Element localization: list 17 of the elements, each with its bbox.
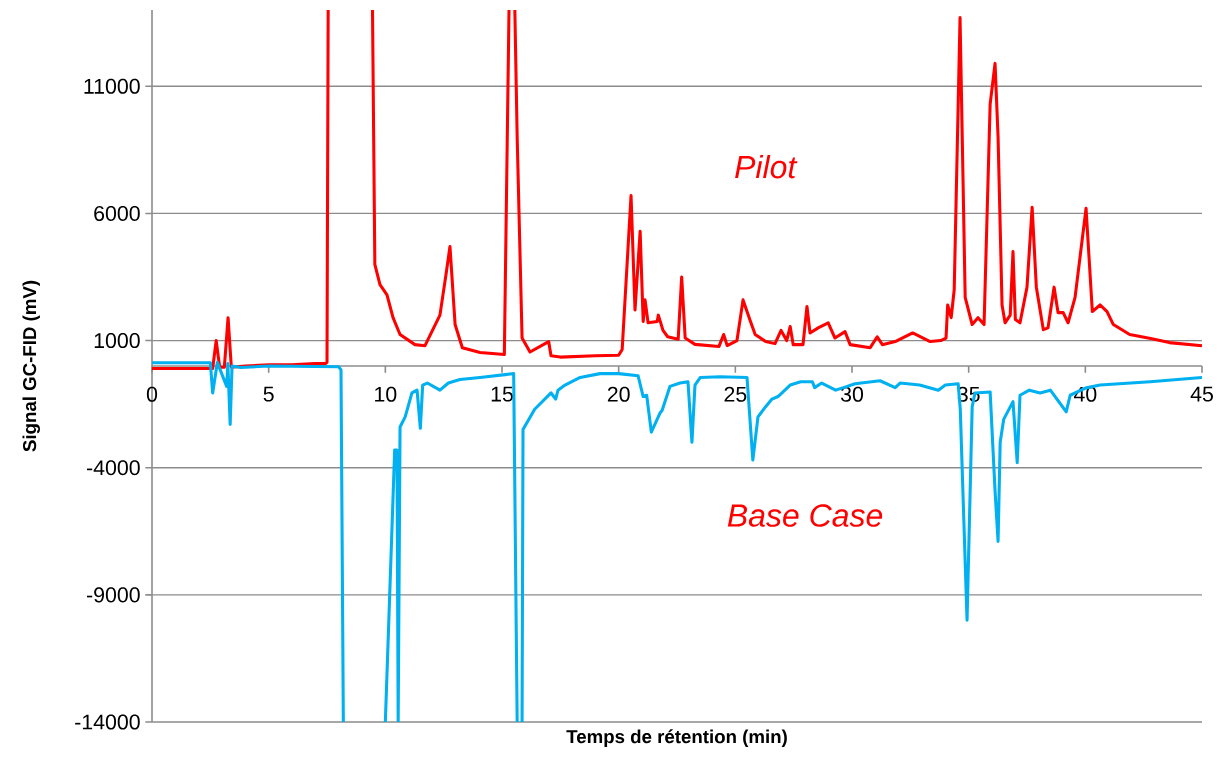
x-tick-label: 0 — [146, 386, 158, 402]
y-tick-label: 1000 — [94, 333, 140, 349]
y-tick-label: -4000 — [87, 460, 140, 476]
x-tick-label: 30 — [840, 386, 864, 402]
y-tick-label: -14000 — [75, 714, 140, 730]
x-tick-label: 20 — [607, 386, 630, 402]
y-tick-label: 11000 — [84, 78, 140, 94]
y-tick-label: 6000 — [94, 205, 140, 221]
x-tick-label: 45 — [1190, 386, 1213, 402]
x-tick-label: 10 — [375, 386, 397, 402]
annotation: Pilot — [735, 154, 798, 179]
y-axis-title: Signal GC-FID (mV) — [22, 280, 40, 452]
annotation: Base Case — [727, 504, 883, 527]
x-tick-label: 5 — [263, 386, 274, 402]
x-tick-label: 25 — [724, 386, 747, 402]
x-axis-title: Temps de rétention (min) — [566, 729, 787, 747]
y-tick-label: -9000 — [87, 587, 140, 603]
